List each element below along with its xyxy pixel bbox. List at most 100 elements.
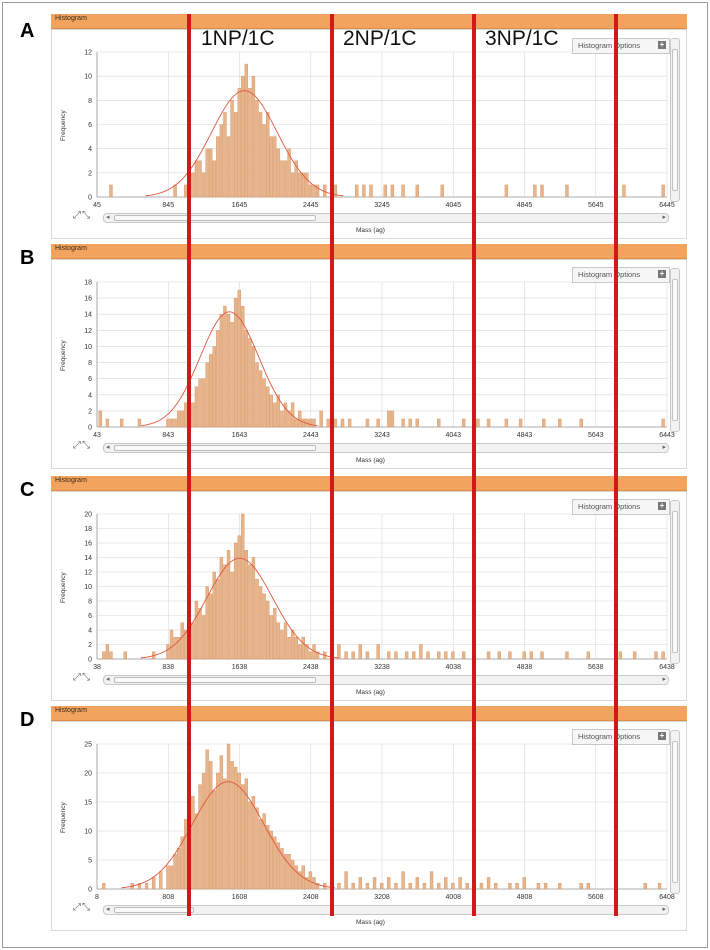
- histogram-bar: [305, 877, 309, 890]
- histogram-bar: [383, 184, 387, 198]
- histogram-bar: [273, 836, 277, 890]
- scroll-left-arrow-icon[interactable]: ◂: [106, 906, 110, 913]
- vertical-scrollbar[interactable]: [670, 500, 680, 664]
- histogram-bar: [326, 418, 330, 428]
- histogram-bar: [269, 136, 273, 198]
- zoom-in-icon[interactable]: ⤢: [73, 672, 82, 683]
- plot-frame: [51, 721, 687, 931]
- histogram-bar: [244, 778, 249, 890]
- histogram-bar: [198, 160, 202, 198]
- zoom-in-icon[interactable]: ⤢: [73, 902, 82, 913]
- y-tick-label: 14: [84, 555, 92, 562]
- histogram-bar: [219, 755, 224, 890]
- histogram-bar: [283, 402, 288, 428]
- histogram-bar: [401, 871, 405, 890]
- vertical-scrollbar[interactable]: [670, 38, 680, 202]
- scroll-right-arrow-icon[interactable]: ▸: [662, 444, 666, 451]
- y-axis-title: Frequency: [60, 801, 67, 833]
- histogram-bar: [543, 882, 548, 890]
- expand-plus-icon[interactable]: +: [658, 269, 666, 278]
- x-tick-label: 5643: [588, 432, 604, 439]
- expand-plus-icon[interactable]: +: [658, 40, 666, 49]
- histogram-bar: [241, 305, 245, 428]
- histogram-options-button[interactable]: Histogram Options +: [572, 267, 670, 283]
- histogram-bar: [269, 615, 273, 660]
- horizontal-scrollbar[interactable]: ◂ ▸: [103, 213, 669, 223]
- horizontal-scrollbar-thumb[interactable]: [114, 677, 316, 683]
- horizontal-scrollbar[interactable]: ◂ ▸: [103, 443, 669, 453]
- histogram-bar: [137, 882, 142, 890]
- histogram-options-button[interactable]: Histogram Options +: [572, 499, 670, 515]
- scroll-left-arrow-icon[interactable]: ◂: [106, 214, 110, 221]
- scroll-left-arrow-icon[interactable]: ◂: [106, 676, 110, 683]
- histogram-bar: [262, 378, 266, 428]
- divider-line-4: [614, 14, 618, 916]
- horizontal-scrollbar-thumb[interactable]: [114, 907, 194, 913]
- x-tick-label: 1638: [232, 664, 248, 671]
- expand-plus-icon[interactable]: +: [658, 501, 666, 510]
- histogram-options-button[interactable]: Histogram Options +: [572, 38, 670, 54]
- histogram-bar: [290, 629, 295, 660]
- y-tick-label: 8: [88, 98, 92, 105]
- histogram-bar: [230, 100, 234, 198]
- horizontal-scrollbar[interactable]: ◂ ▸: [103, 675, 669, 685]
- x-tick-label: 2408: [303, 894, 319, 901]
- horizontal-scrollbar[interactable]: ◂ ▸: [103, 905, 669, 915]
- plot-frame: [51, 259, 687, 469]
- histogram-bar: [230, 571, 234, 660]
- vertical-scrollbar-thumb[interactable]: [672, 741, 678, 883]
- scroll-right-arrow-icon[interactable]: ▸: [662, 676, 666, 683]
- histogram-bar: [237, 289, 241, 428]
- histogram-options-button[interactable]: Histogram Options +: [572, 729, 670, 745]
- histogram-bar: [219, 314, 224, 428]
- horizontal-scrollbar-thumb[interactable]: [114, 445, 316, 451]
- zoom-out-icon[interactable]: ⤡: [82, 672, 91, 683]
- scroll-right-arrow-icon[interactable]: ▸: [662, 214, 666, 221]
- expand-plus-icon[interactable]: +: [658, 731, 666, 740]
- vertical-scrollbar-thumb[interactable]: [672, 49, 678, 191]
- x-tick-label: 5608: [588, 894, 604, 901]
- histogram-bar: [276, 622, 281, 660]
- horizontal-scrollbar-thumb[interactable]: [114, 215, 316, 221]
- histogram-bar: [654, 651, 658, 660]
- vertical-scrollbar-thumb[interactable]: [672, 279, 678, 421]
- histogram-bar: [180, 836, 184, 890]
- vertical-scrollbar[interactable]: [670, 268, 680, 432]
- histogram-bar: [276, 394, 281, 428]
- histogram-bar: [262, 593, 266, 660]
- zoom-out-icon[interactable]: ⤡: [82, 210, 91, 221]
- histogram-bar: [508, 882, 512, 890]
- x-tick-label: 45: [93, 202, 101, 209]
- histogram-bar: [540, 651, 544, 660]
- zoom-out-icon[interactable]: ⤡: [82, 440, 91, 451]
- y-tick-label: 2: [88, 170, 92, 177]
- histogram-bar: [419, 644, 423, 660]
- scroll-left-arrow-icon[interactable]: ◂: [106, 444, 110, 451]
- histogram-bar: [358, 877, 363, 890]
- histogram-bar: [315, 184, 320, 198]
- gaussian-fit-curve: [121, 781, 336, 889]
- histogram-header: Histogram: [51, 244, 687, 259]
- vertical-scrollbar[interactable]: [670, 730, 680, 894]
- zoom-out-icon[interactable]: ⤡: [82, 902, 91, 913]
- histogram-bar: [266, 112, 270, 198]
- histogram-bar: [355, 184, 359, 198]
- histogram-bar: [119, 418, 124, 428]
- region-label-1np-1c: 1NP/1C: [201, 27, 275, 50]
- zoom-in-icon[interactable]: ⤢: [73, 440, 82, 451]
- histogram-bar: [622, 184, 626, 198]
- histogram-bar: [209, 593, 213, 660]
- histogram-bar: [205, 362, 209, 428]
- x-tick-label: 808: [162, 894, 174, 901]
- histogram-bar: [579, 418, 583, 428]
- zoom-in-icon[interactable]: ⤢: [73, 210, 82, 221]
- vertical-scrollbar-thumb[interactable]: [672, 511, 678, 653]
- histogram-panel-c: C Histogram 0 2 4 6 8 10 12 14 16 18 20 38 838 1638 2438…: [0, 476, 710, 706]
- histogram-bar: [390, 410, 395, 428]
- histogram-bar: [191, 622, 195, 660]
- x-tick-label: 2438: [303, 664, 319, 671]
- scroll-right-arrow-icon[interactable]: ▸: [662, 906, 666, 913]
- x-tick-label: 4045: [445, 202, 461, 209]
- histogram-bar: [522, 651, 526, 660]
- histogram-header: Histogram: [51, 476, 687, 491]
